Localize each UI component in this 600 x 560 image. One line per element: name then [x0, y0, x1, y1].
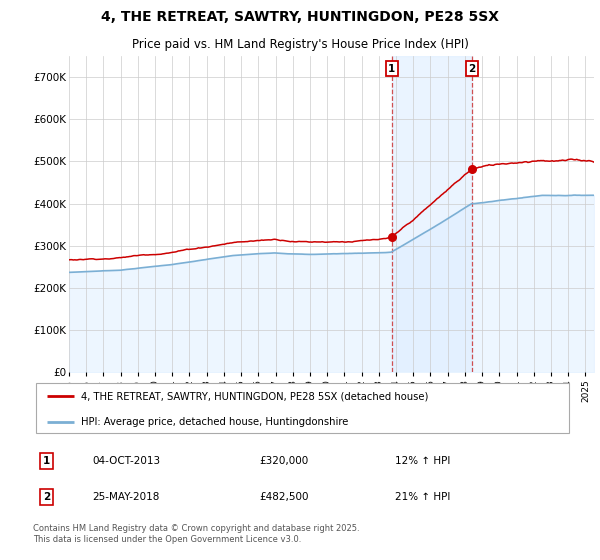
Text: 25-MAY-2018: 25-MAY-2018 [92, 492, 160, 502]
Text: 12% ↑ HPI: 12% ↑ HPI [395, 456, 450, 465]
Text: 2: 2 [469, 64, 476, 74]
Text: 2: 2 [43, 492, 50, 502]
Text: Price paid vs. HM Land Registry's House Price Index (HPI): Price paid vs. HM Land Registry's House … [131, 38, 469, 50]
Text: Contains HM Land Registry data © Crown copyright and database right 2025.
This d: Contains HM Land Registry data © Crown c… [33, 524, 359, 544]
Text: 1: 1 [388, 64, 395, 74]
Text: 1: 1 [43, 456, 50, 465]
Text: HPI: Average price, detached house, Huntingdonshire: HPI: Average price, detached house, Hunt… [80, 417, 348, 427]
Text: 4, THE RETREAT, SAWTRY, HUNTINGDON, PE28 5SX: 4, THE RETREAT, SAWTRY, HUNTINGDON, PE28… [101, 10, 499, 24]
Text: £320,000: £320,000 [260, 456, 309, 465]
FancyBboxPatch shape [36, 383, 569, 433]
Text: 4, THE RETREAT, SAWTRY, HUNTINGDON, PE28 5SX (detached house): 4, THE RETREAT, SAWTRY, HUNTINGDON, PE28… [80, 391, 428, 401]
Text: £482,500: £482,500 [260, 492, 310, 502]
Text: 21% ↑ HPI: 21% ↑ HPI [395, 492, 450, 502]
Text: 04-OCT-2013: 04-OCT-2013 [92, 456, 161, 465]
Bar [392, 56, 472, 372]
